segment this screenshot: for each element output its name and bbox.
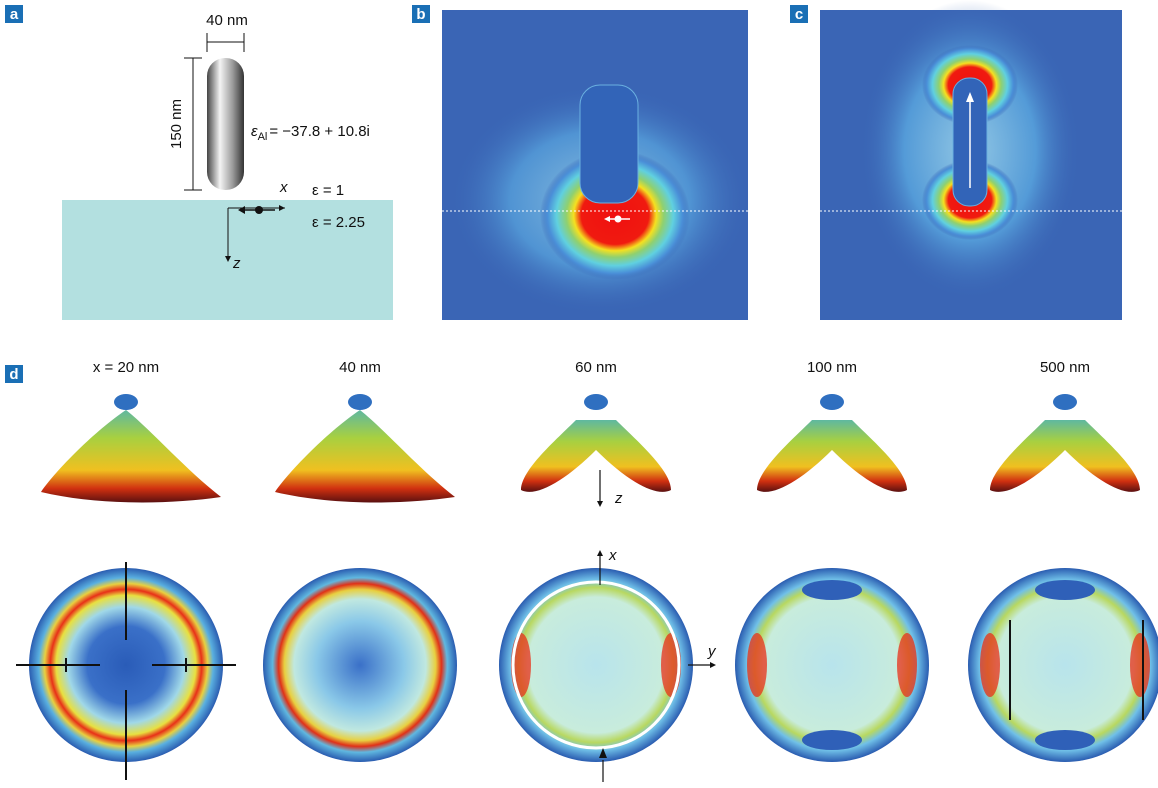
field-blob xyxy=(820,394,844,410)
field-lobe xyxy=(802,580,862,600)
panel-label: a xyxy=(10,6,19,23)
column-label: x = 20 nm xyxy=(93,359,159,376)
column-label: 40 nm xyxy=(339,359,381,376)
dipole xyxy=(255,206,263,214)
field-hotspot xyxy=(1130,633,1150,697)
aperture xyxy=(511,580,681,750)
field-surface xyxy=(990,420,1140,492)
nanorod xyxy=(207,58,244,190)
field-disk xyxy=(499,568,693,762)
crosshair xyxy=(16,562,236,780)
field-blob xyxy=(114,394,138,410)
lower-medium: ε = 2.25 xyxy=(312,214,365,231)
field-surface xyxy=(521,420,671,492)
panel-b xyxy=(442,10,750,320)
panel-label: c xyxy=(795,6,803,23)
field-hotspot xyxy=(897,633,917,697)
z-axis-label: z xyxy=(614,490,623,507)
panel-labels: a b c d xyxy=(5,5,808,383)
field-blob xyxy=(1053,394,1077,410)
field-blob xyxy=(348,394,372,410)
field-disk xyxy=(29,568,223,762)
panel-label: b xyxy=(416,6,425,23)
field-surface xyxy=(275,410,455,503)
field-surface xyxy=(41,410,221,503)
x-axis-label: x xyxy=(608,547,617,564)
y-axis-label: y xyxy=(707,643,717,660)
field-hotspot xyxy=(747,633,767,697)
field-surface xyxy=(757,420,907,492)
column-label: 500 nm xyxy=(1040,359,1090,376)
polarizer-lines xyxy=(1009,620,1144,720)
column-label: 100 nm xyxy=(807,359,857,376)
upper-medium: ε = 1 xyxy=(312,182,344,199)
field-disk xyxy=(735,568,929,762)
panel-a: 40 nm 150 nm εAl = −37.8 + 10.8i x z ε = … xyxy=(62,12,393,320)
x-axis-label: x xyxy=(279,179,288,196)
field-lobe xyxy=(802,730,862,750)
dimension-lines xyxy=(184,33,245,191)
field-hotspot xyxy=(980,633,1000,697)
field-blob xyxy=(584,394,608,410)
height-label: 150 nm xyxy=(168,99,185,149)
field-lobe xyxy=(1035,730,1095,750)
field-disk xyxy=(263,568,457,762)
field-disk xyxy=(968,568,1158,762)
z-axis-label: z xyxy=(232,255,241,272)
panel-d: z x y x = 20 nm 40 nm 60 nm 100 nm 500 nm xyxy=(16,359,1158,782)
axes xyxy=(599,470,713,782)
permittivity: εAl = −37.8 + 10.8i xyxy=(251,123,370,143)
panel-label: d xyxy=(9,366,18,383)
column-label: 60 nm xyxy=(575,359,617,376)
panel-c xyxy=(820,0,1122,320)
nanorod xyxy=(579,84,639,204)
field-lobe xyxy=(1035,580,1095,600)
width-label: 40 nm xyxy=(206,12,248,29)
